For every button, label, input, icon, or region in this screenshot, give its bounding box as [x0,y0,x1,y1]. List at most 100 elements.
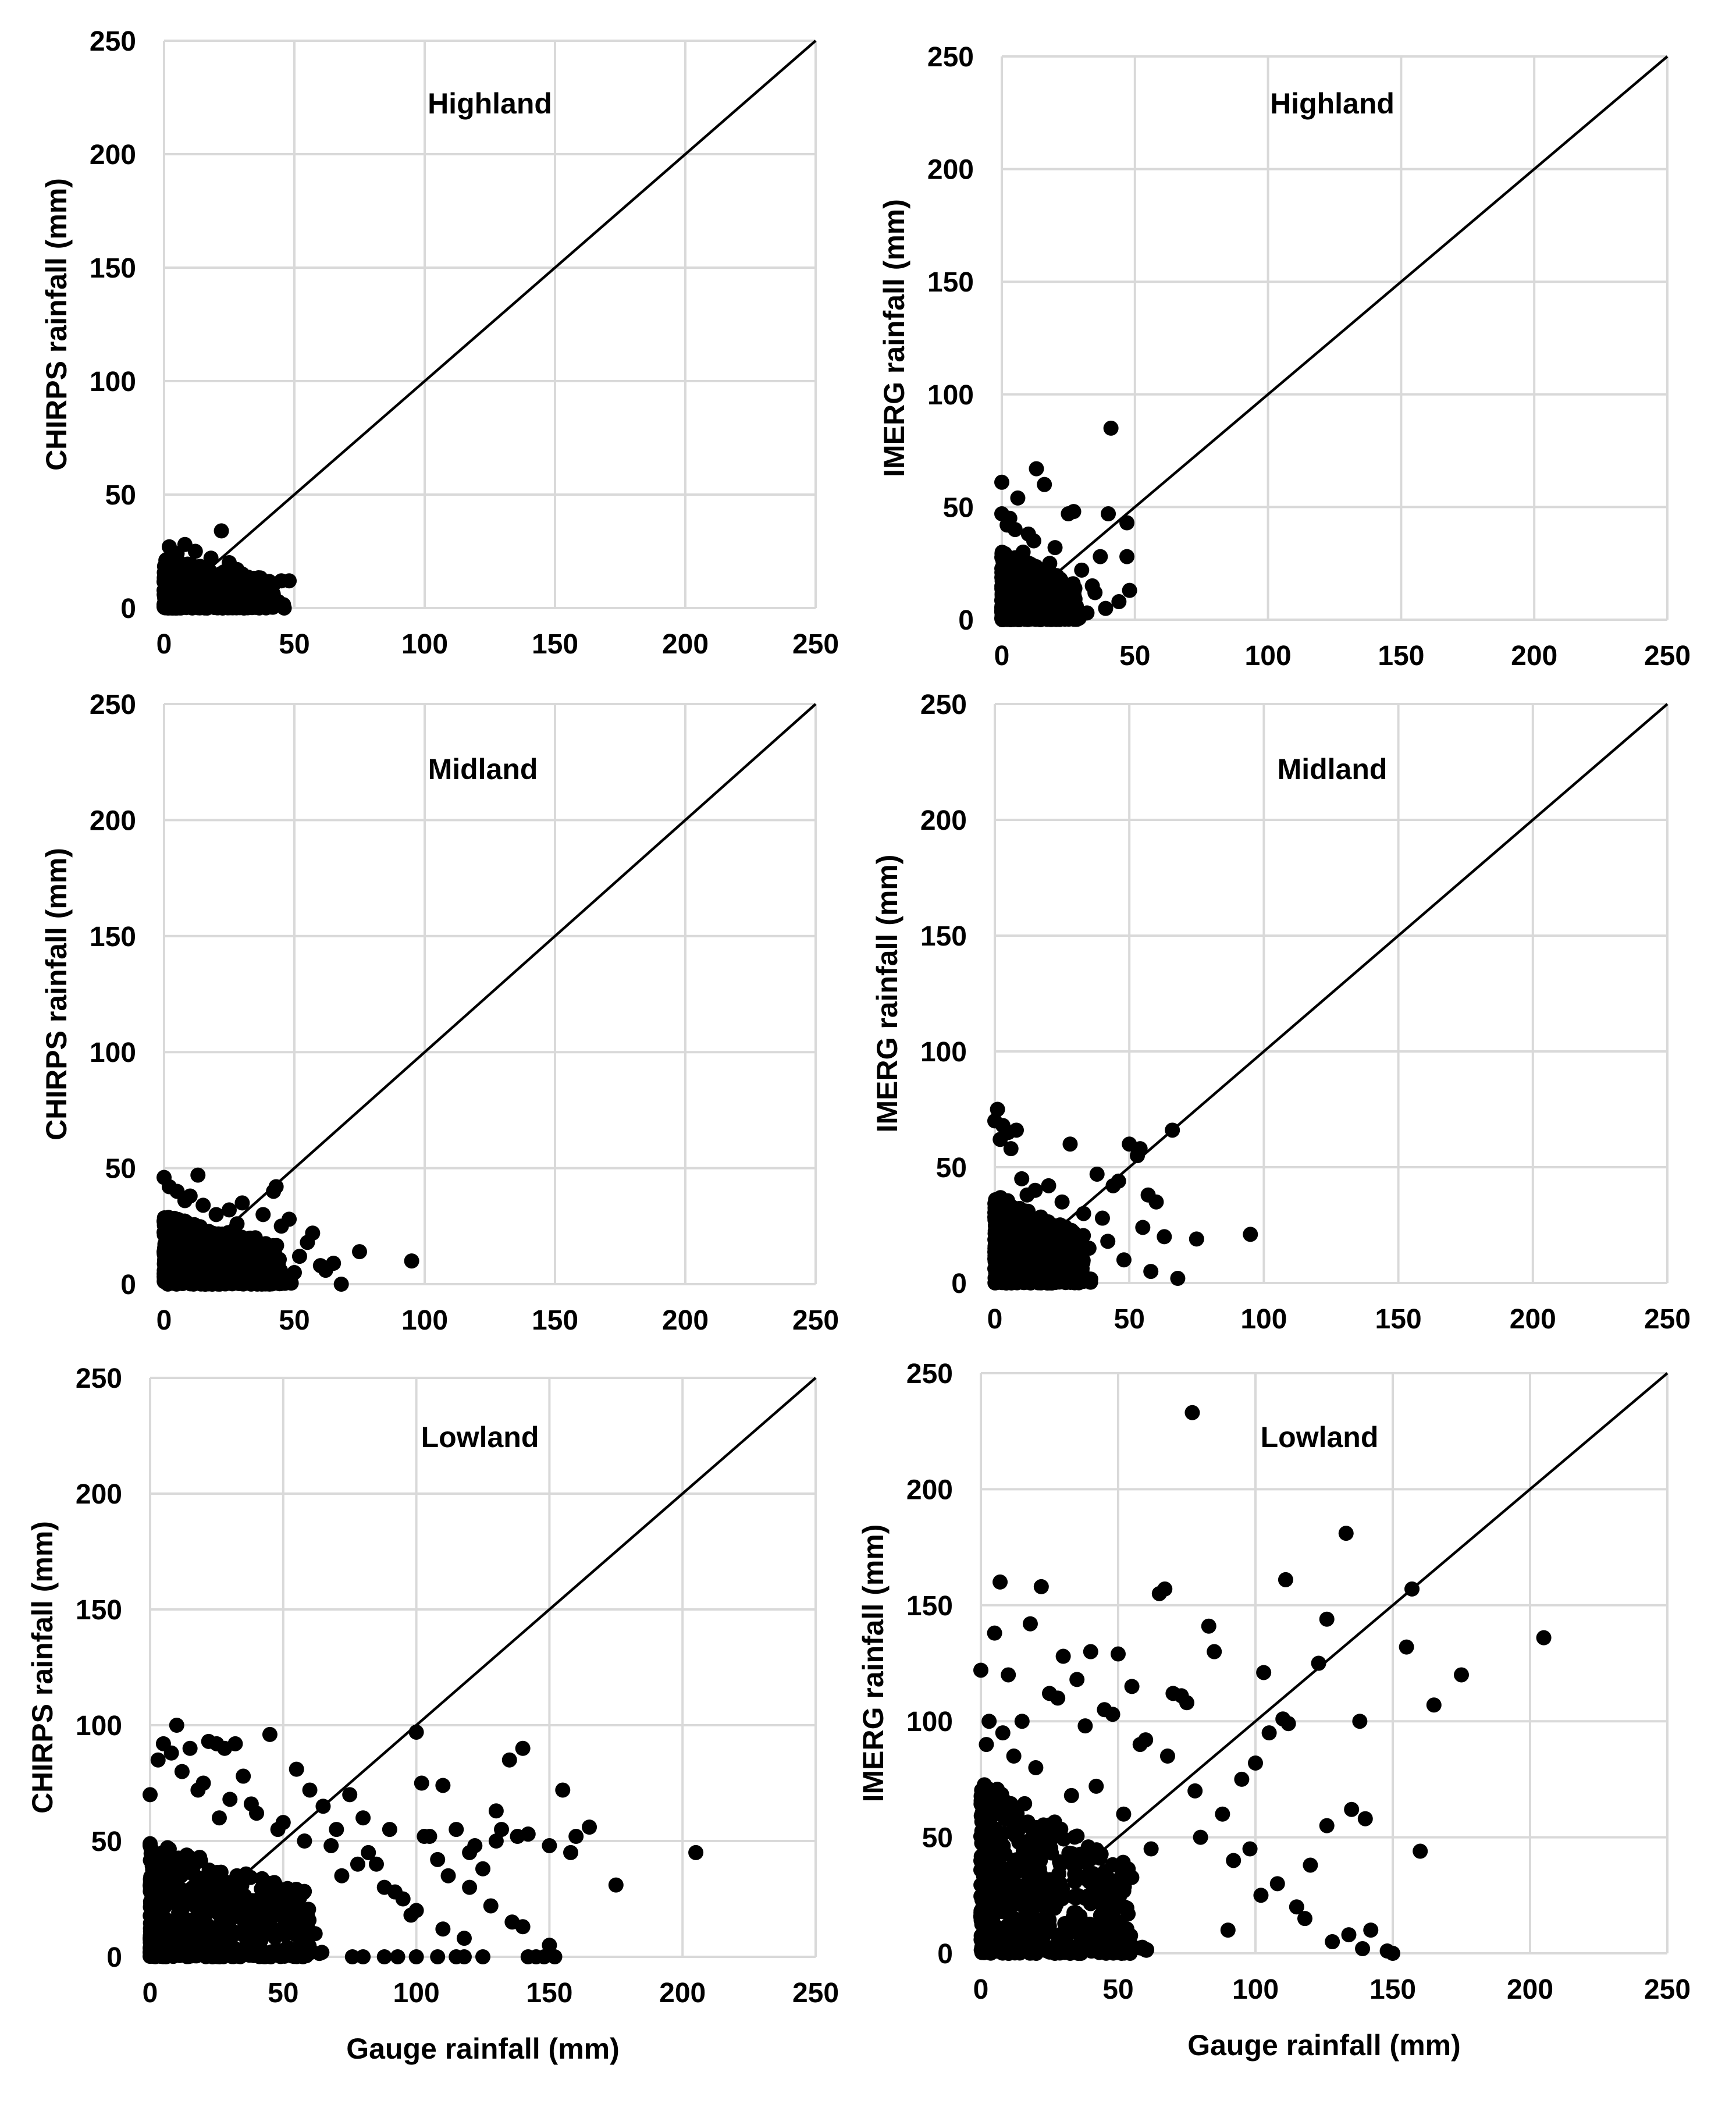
data-point [224,1235,240,1250]
data-point [973,1662,988,1678]
data-point [1014,1171,1030,1186]
data-point [1413,1843,1428,1859]
data-point [238,1914,254,1930]
data-point [1111,1646,1126,1662]
data-point [180,1891,195,1907]
data-point [1076,1206,1091,1221]
y-axis-title: IMERG rainfall (mm) [871,855,903,1133]
data-point [1319,1611,1335,1627]
data-point [1041,1178,1056,1193]
x-tick-label: 50 [1114,1304,1145,1335]
x-tick-label: 250 [1644,1974,1691,2005]
panel-title: Midland [1278,753,1388,786]
data-point [291,1249,307,1264]
x-tick-label: 50 [268,1978,298,2009]
data-point [222,594,237,610]
data-point [1053,1821,1069,1837]
data-point [1143,1264,1159,1280]
x-tick-label: 100 [1240,1304,1287,1335]
data-point [1067,1829,1083,1845]
data-point [1083,1896,1098,1911]
data-point [326,1256,341,1271]
x-tick-label: 0 [994,641,1010,671]
data-point [1103,1941,1119,1956]
y-tick-label: 200 [90,805,136,836]
x-tick-label: 200 [1507,1974,1553,2005]
x-tick-label: 100 [1245,641,1292,671]
data-point [1019,1187,1035,1203]
data-point [1098,600,1114,616]
data-point [187,543,203,559]
y-tick-label: 150 [906,1591,953,1622]
data-point [1081,1241,1097,1256]
x-tick-label: 50 [279,1305,310,1336]
x-tick-label: 150 [532,1305,578,1336]
data-point [382,1822,397,1838]
data-point [197,599,213,615]
data-point [1041,1943,1057,1959]
data-point [995,1725,1011,1741]
data-point [1187,1783,1203,1799]
data-point [1032,1254,1048,1270]
data-point [1013,1862,1029,1878]
data-point [1022,1616,1038,1632]
data-point [1079,605,1095,621]
x-tick-label: 150 [532,629,578,660]
data-point [315,1799,331,1814]
data-point [178,1853,194,1869]
data-point [172,573,187,589]
panel-chirps-highland: 0 50 100 150 200 250 0 50 100 150 200 250 CHIRPS rai… [40,26,839,660]
x-tick-label: 150 [1378,641,1424,671]
data-point [1042,556,1058,571]
data-point [999,569,1015,585]
data-point [387,1884,403,1900]
data-point [1083,1644,1098,1659]
data-point [1122,1136,1137,1152]
data-point [993,1238,1009,1253]
data-point [449,1949,464,1964]
data-point [1027,1225,1043,1241]
panel-title: Lowland [421,1421,539,1453]
data-point [236,1768,251,1784]
data-point [1243,1227,1258,1242]
x-tick-label: 50 [1102,1974,1133,2005]
y-tick-label: 0 [120,594,136,624]
data-point [169,1718,184,1733]
data-point [995,1842,1011,1857]
data-point [245,1258,261,1274]
data-point [973,1828,989,1844]
data-point [270,1822,286,1838]
data-point [1066,1922,1082,1938]
x-tick-label: 200 [1510,1304,1556,1335]
data-point [350,1856,365,1872]
data-point [1033,1867,1048,1882]
data-point [987,1625,1002,1641]
data-point [1115,1854,1131,1870]
data-point [247,1230,263,1246]
data-point [488,1833,504,1849]
data-point [1338,1526,1354,1541]
data-point [255,587,271,602]
data-point [1399,1639,1414,1655]
y-tick-label: 150 [920,921,967,952]
data-point [1044,1253,1060,1269]
data-point [990,1782,1005,1797]
data-point [973,1877,989,1893]
data-point [1278,1572,1293,1587]
x-tick-label: 200 [659,1978,706,2009]
data-point [1011,1835,1027,1850]
data-point [984,1865,1000,1881]
data-point [254,1271,270,1287]
data-point [203,550,219,566]
data-point [1053,1927,1069,1942]
data-point [1111,594,1127,610]
data-point [1165,1686,1181,1701]
y-tick-label: 50 [922,1823,953,1854]
data-point [1044,1230,1060,1246]
data-point [995,1864,1011,1880]
data-point [1008,591,1023,607]
data-point [1311,1655,1326,1671]
data-point [1363,1922,1379,1938]
data-point [215,1904,230,1920]
data-point [1100,1888,1115,1904]
